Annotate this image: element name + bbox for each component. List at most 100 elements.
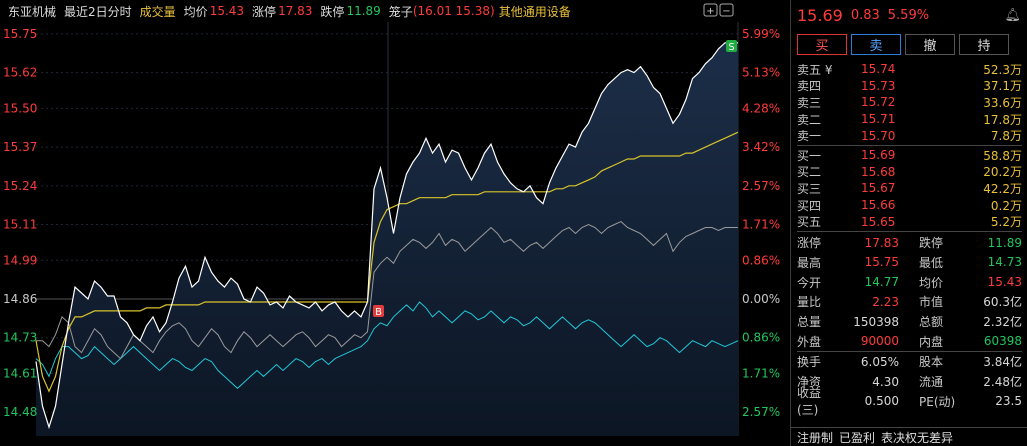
avg-value: 15.43: [209, 4, 245, 18]
limit-up-value: 17.83: [278, 4, 313, 18]
bid-row: 买五 15.65 5.2万: [797, 214, 1022, 230]
stats-row: 收益(三) 0.500 PE(动) 23.5: [797, 386, 1022, 417]
buy-button[interactable]: 买: [797, 34, 847, 55]
tag-voting-rights: 表决权无差异: [881, 430, 954, 445]
stat-k2: 最低: [919, 255, 944, 270]
stat-v1: 0.500: [864, 394, 899, 409]
bid-row: 买二 15.68 20.2万: [797, 164, 1022, 180]
stat-k2: 内盘: [919, 334, 944, 349]
minus-icon[interactable]: −: [719, 3, 734, 17]
tag-registration: 注册制: [797, 430, 834, 445]
stat-k1: 换手: [797, 355, 822, 370]
stat-v2: 14.73: [987, 255, 1022, 270]
cage-value: (16.01 15.38): [412, 4, 495, 18]
ask-row: 卖五 ¥15.74 52.3万: [797, 62, 1022, 77]
period-label[interactable]: 最近2日分时: [64, 4, 132, 19]
divider: [797, 230, 1022, 232]
stats-row: 总量 150398 总额 2.32亿: [797, 312, 1022, 332]
svg-text:+: +: [706, 6, 714, 17]
chart-toolbar: + −: [703, 3, 734, 17]
stats-row: 今开 14.77 均价 15.43: [797, 272, 1022, 292]
divider: [797, 144, 1022, 146]
y-tick-left: 14.99: [3, 253, 37, 267]
y-tick-right: 5.13%: [742, 66, 780, 80]
y-tick-left: 15.11: [3, 218, 37, 232]
ask-row: 卖二 15.71 17.8万: [797, 112, 1022, 127]
price-line: [35, 42, 738, 430]
limit-down-value: 11.89: [346, 4, 381, 18]
y-tick-right: 2.57%: [742, 179, 780, 193]
stock-name[interactable]: 东亚机械: [8, 4, 57, 19]
stat-v1: 6.05%: [860, 354, 899, 369]
stat-v2: 23.5: [995, 394, 1022, 409]
stats-grid-2: 换手 6.05% 股本 3.84亿 净资 4.30 流通 2.48亿 收益(三) 0.500 PE(…: [791, 352, 1027, 417]
order-book: 卖五 ¥15.74 52.3万 卖四 15.73 37.1万 卖三 15.72 33.6万…: [791, 61, 1027, 232]
stat-v1: 14.77: [864, 275, 899, 290]
ask-row: 卖三 15.72 33.6万: [797, 95, 1022, 110]
stat-v1: 4.30: [872, 374, 899, 389]
y-tick-right: 2.57%: [742, 405, 780, 419]
price-change-pct: 5.59%: [887, 7, 930, 23]
footer-tags: 注册制 已盈利 表决权无差异: [791, 427, 1027, 446]
series-line-cyan: [35, 301, 739, 389]
stat-v1: 15.75: [864, 255, 899, 270]
buy-marker[interactable]: B: [373, 305, 384, 318]
stat-v2: 11.89: [987, 235, 1022, 250]
ask-row: 卖一 15.70 7.8万: [797, 128, 1022, 144]
stats-row: 净资 4.30 流通 2.48亿: [797, 372, 1022, 392]
bell-icon[interactable]: 🔔︎: [1004, 7, 1021, 23]
sell-marker[interactable]: S: [726, 40, 737, 53]
y-tick-right: 1.71%: [742, 218, 780, 232]
stat-k1: 总量: [797, 315, 822, 330]
bid-row: 买一 15.69 58.8万: [797, 148, 1022, 163]
stat-k2: 跌停: [919, 236, 944, 251]
limit-down-label: 跌停: [320, 4, 345, 19]
bid-row: 买三 15.67 42.2万: [797, 181, 1022, 196]
stat-v2: 60398: [983, 334, 1022, 349]
y-tick-left: 15.75: [3, 27, 37, 41]
add-icon[interactable]: +: [703, 3, 718, 17]
stats-grid: 涨停 17.83 跌停 11.89 最高 15.75 最低 14.73 今开 14.77 均价 15.…: [791, 233, 1027, 351]
series-line-gray: [36, 221, 738, 360]
y-tick-right: 4.28%: [742, 101, 780, 115]
svg-text:−: −: [722, 6, 730, 17]
y-tick-right: 3.42%: [742, 140, 780, 154]
quote-header: 15.69 0.83 5.59% 🔔︎: [791, 0, 1027, 30]
y-tick-left: 14.73: [3, 331, 37, 345]
stat-k2: 流通: [919, 375, 944, 390]
y-tick-right: 0.86%: [742, 253, 780, 267]
y-tick-left: 15.50: [3, 101, 37, 115]
avg-label: 均价: [183, 4, 208, 19]
cancel-button[interactable]: 撤: [905, 34, 955, 55]
stats-row: 换手 6.05% 股本 3.84亿: [797, 352, 1022, 372]
sell-button[interactable]: 卖: [851, 34, 901, 55]
stats-row: 涨停 17.83 跌停 11.89: [797, 233, 1022, 253]
indicator-label[interactable]: 成交量: [139, 4, 176, 19]
chart-header: 东亚机械 最近2日分时 成交量 均价 15.43 涨停 17.83 跌停 11.…: [0, 0, 790, 22]
stat-v2: 2.48亿: [983, 375, 1022, 390]
hold-button[interactable]: 持: [959, 34, 1009, 55]
stat-k1: 最高: [797, 255, 822, 270]
stat-k2: 股本: [919, 355, 944, 370]
limit-up-label: 涨停: [252, 4, 277, 19]
y-tick-left: 15.37: [3, 140, 37, 154]
industry-label[interactable]: 其他通用设备: [498, 4, 571, 19]
y-tick-right: 5.99%: [742, 27, 780, 41]
last-price: 15.69: [797, 5, 843, 25]
cage-label: 笼子: [388, 4, 413, 19]
stat-k1: 涨停: [797, 236, 822, 251]
intraday-chart[interactable]: 15.75 5.99% 15.62 5.13% 15.50 4.28% 15.37 3.42%…: [0, 0, 790, 446]
stats-row: 量比 2.23 市值 60.3亿: [797, 292, 1022, 312]
quote-panel: 15.69 0.83 5.59% 🔔︎ 买 卖 撤 持 卖五 ¥15.74 52.…: [790, 0, 1027, 446]
stat-v1: 2.23: [872, 294, 899, 309]
stat-v2: 60.3亿: [983, 295, 1022, 310]
stat-k2: 总额: [919, 315, 944, 330]
y-tick-left: 14.48: [3, 405, 37, 419]
stats-row: 最高 15.75 最低 14.73: [797, 253, 1022, 273]
stat-k2: 市值: [919, 295, 944, 310]
y-tick-left: 15.24: [3, 179, 37, 193]
bid-row: 买四 15.66 0.2万: [797, 198, 1022, 213]
stats-row: 外盘 90000 内盘 60398: [797, 331, 1022, 351]
y-tick-right: 0.86%: [742, 331, 780, 345]
y-tick-left: 14.61: [3, 366, 37, 380]
